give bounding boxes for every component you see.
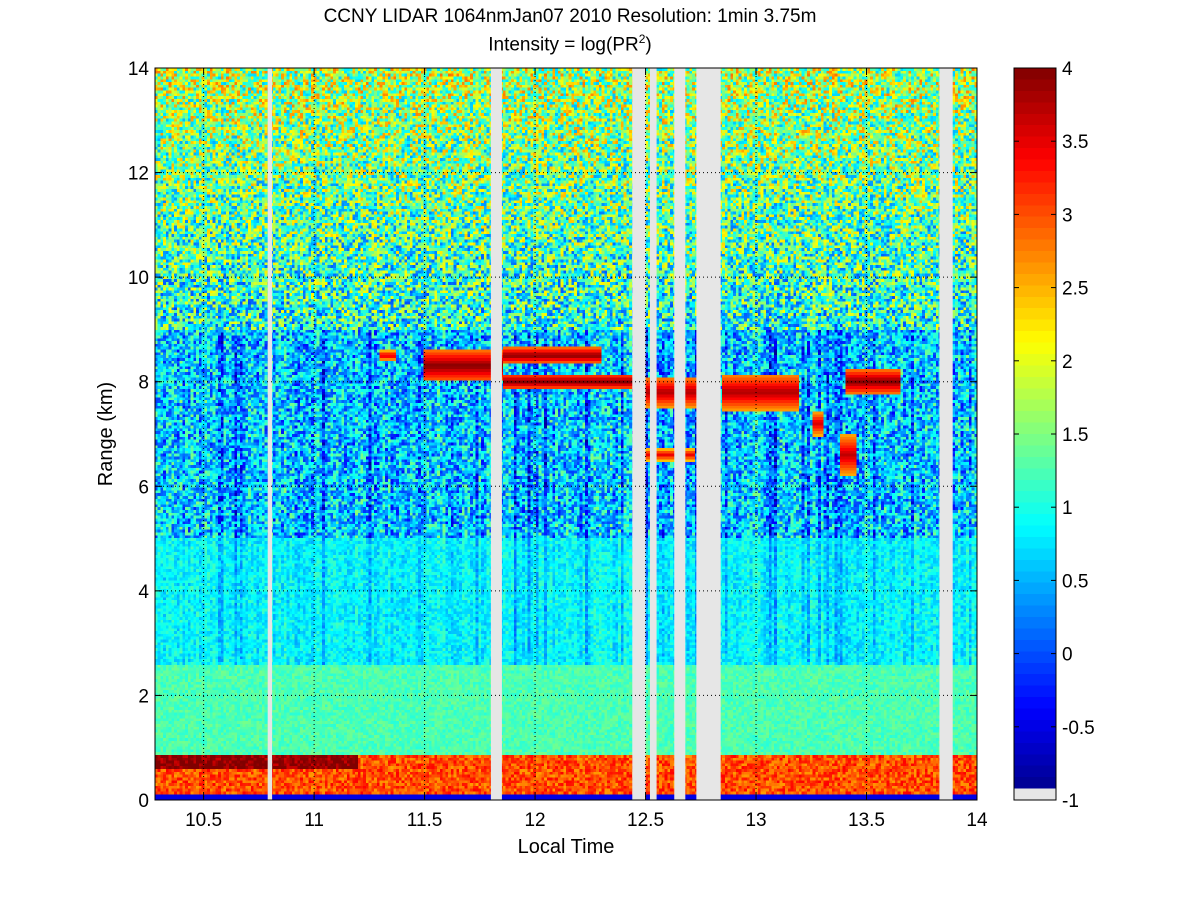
chart-title: CCNY LIDAR 1064nmJan07 2010 Resolution: … — [323, 6, 817, 27]
x-tick-label: 14 — [966, 810, 988, 831]
missing-data-gap — [649, 68, 657, 800]
missing-data-gap — [696, 68, 721, 800]
x-axis-label: Local Time — [518, 836, 615, 858]
colorbar-gradient — [1014, 68, 1056, 800]
y-tick-label: 14 — [128, 59, 150, 80]
chart-subtitle: Intensity = log(PR2) — [0, 32, 1140, 56]
y-tick-label: 2 — [138, 686, 149, 707]
colorbar-tick-label: 3 — [1062, 205, 1073, 226]
missing-data-gap — [490, 68, 502, 800]
chart-subtitle-superscript: 2 — [638, 32, 646, 46]
missing-data-gap — [267, 68, 273, 800]
x-axis: 10.5 11 11.5 12 12.5 13 13.5 14 — [185, 68, 988, 831]
x-tick-label: 12 — [524, 810, 545, 831]
y-axis: 0 2 4 6 8 10 12 14 — [128, 59, 977, 812]
x-tick-label: 13 — [745, 810, 766, 831]
chart-subtitle-close: ) — [645, 34, 652, 56]
missing-data-gap — [939, 68, 953, 800]
colorbar-tick-label: -0.5 — [1062, 718, 1095, 739]
missing-data-gap — [674, 68, 686, 800]
x-tick-label: 11 — [304, 810, 324, 831]
x-tick-label: 11.5 — [407, 810, 443, 831]
colorbar: -1 -0.5 0 0.5 1 1.5 2 2.5 3 3.5 4 — [1013, 59, 1095, 812]
y-tick-label: 6 — [138, 477, 149, 498]
y-tick-label: 4 — [138, 582, 149, 603]
colorbar-tick-label: 0 — [1062, 645, 1073, 666]
chart-subtitle-text: Intensity = log(PR — [488, 34, 639, 56]
y-tick-label: 0 — [138, 791, 149, 812]
y-axis-label: Range (km) — [95, 382, 117, 486]
colorbar-tick-label: 1 — [1062, 498, 1073, 519]
colorbar-tick-label: 0.5 — [1062, 571, 1088, 592]
y-tick-label: 10 — [128, 268, 149, 289]
y-tick-label: 12 — [128, 164, 149, 185]
missing-data-gaps — [267, 68, 953, 800]
colorbar-tick-label: 1.5 — [1062, 425, 1088, 446]
intensity-heatmap — [155, 68, 977, 800]
x-tick-label: 12.5 — [627, 810, 664, 831]
x-tick-label: 13.5 — [848, 810, 885, 831]
plot-area — [154, 67, 978, 801]
x-tick-label: 10.5 — [185, 810, 222, 831]
y-tick-label: 8 — [138, 373, 149, 394]
missing-data-gap — [632, 68, 646, 800]
colorbar-tick-label: 2.5 — [1062, 279, 1088, 300]
plot-frame — [154, 67, 978, 801]
colorbar-ticks: -1 -0.5 0 0.5 1 1.5 2 2.5 3 3.5 4 — [1014, 59, 1095, 812]
colorbar-tick-label: 2 — [1062, 352, 1073, 373]
colorbar-tick-label: 3.5 — [1062, 132, 1088, 153]
colorbar-tick-label: -1 — [1062, 791, 1079, 812]
colorbar-tick-label: 4 — [1062, 59, 1073, 80]
